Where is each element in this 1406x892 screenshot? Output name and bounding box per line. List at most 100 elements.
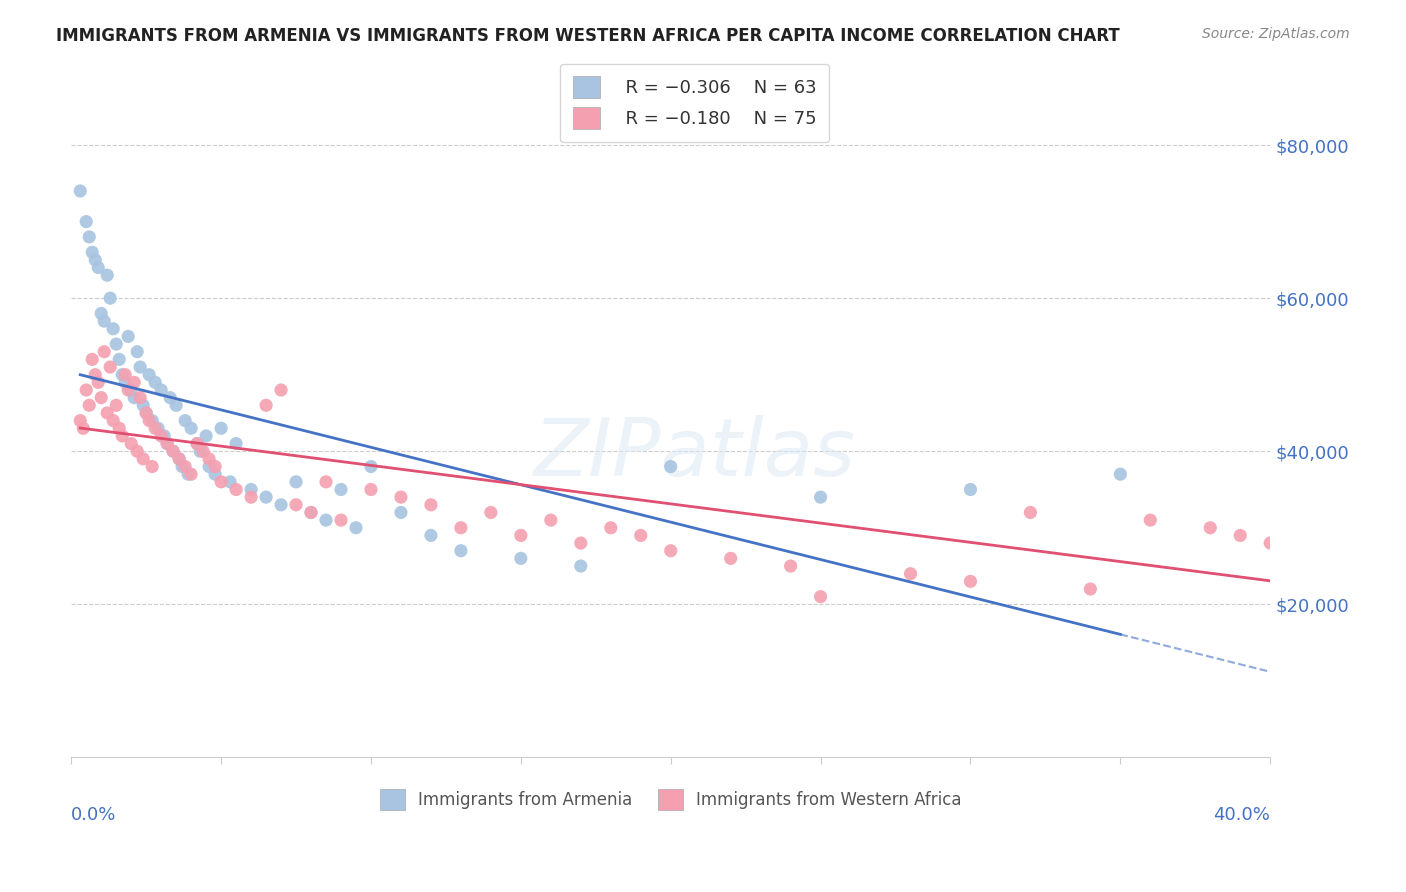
Point	[270, 383, 292, 397]
Point	[209, 475, 232, 489]
Point	[117, 329, 139, 343]
Point	[105, 337, 128, 351]
Point	[174, 414, 197, 428]
Point	[540, 513, 562, 527]
Point	[270, 498, 292, 512]
Point	[103, 414, 125, 428]
Point	[135, 406, 157, 420]
Point	[299, 506, 322, 520]
Text: 0.0%: 0.0%	[72, 805, 117, 823]
Point	[96, 406, 118, 420]
Point	[141, 459, 163, 474]
Point	[315, 475, 337, 489]
Point	[198, 451, 221, 466]
Point	[1289, 543, 1312, 558]
Point	[127, 444, 149, 458]
Point	[167, 451, 190, 466]
Point	[162, 444, 184, 458]
Point	[177, 467, 200, 482]
Point	[959, 483, 981, 497]
Point	[285, 475, 308, 489]
Point	[209, 421, 232, 435]
Point	[360, 483, 382, 497]
Point	[111, 429, 134, 443]
Point	[135, 406, 157, 420]
Point	[77, 230, 100, 244]
Point	[450, 543, 472, 558]
Point	[87, 376, 110, 390]
Point	[98, 359, 121, 374]
Point	[114, 368, 136, 382]
Text: IMMIGRANTS FROM ARMENIA VS IMMIGRANTS FROM WESTERN AFRICA PER CAPITA INCOME CORR: IMMIGRANTS FROM ARMENIA VS IMMIGRANTS FR…	[56, 27, 1121, 45]
Point	[509, 528, 531, 542]
Point	[138, 414, 160, 428]
Point	[1379, 566, 1402, 581]
Point	[204, 459, 226, 474]
Point	[75, 383, 97, 397]
Point	[159, 391, 181, 405]
Point	[129, 391, 152, 405]
Point	[84, 252, 107, 267]
Point	[188, 444, 211, 458]
Point	[167, 451, 190, 466]
Point	[419, 528, 441, 542]
Point	[240, 490, 263, 504]
Point	[82, 352, 104, 367]
Point	[659, 543, 682, 558]
Point	[156, 436, 179, 450]
Point	[315, 513, 337, 527]
Point	[195, 429, 218, 443]
Point	[225, 483, 247, 497]
Text: 40.0%: 40.0%	[1213, 805, 1270, 823]
Point	[779, 559, 801, 574]
Point	[129, 359, 152, 374]
Point	[84, 368, 107, 382]
Point	[146, 421, 169, 435]
Point	[122, 391, 145, 405]
Point	[90, 391, 112, 405]
Point	[174, 459, 197, 474]
Point	[77, 398, 100, 412]
Point	[120, 383, 142, 397]
Point	[150, 429, 173, 443]
Point	[132, 451, 155, 466]
Point	[1229, 528, 1251, 542]
Point	[186, 436, 208, 450]
Point	[1109, 467, 1132, 482]
Point	[225, 436, 247, 450]
Point	[659, 459, 682, 474]
Point	[156, 436, 179, 450]
Point	[1258, 536, 1281, 550]
Point	[959, 574, 981, 589]
Point	[186, 436, 208, 450]
Point	[599, 521, 621, 535]
Point	[509, 551, 531, 566]
Point	[180, 467, 202, 482]
Point	[120, 436, 142, 450]
Point	[117, 383, 139, 397]
Point	[330, 483, 353, 497]
Point	[1319, 551, 1341, 566]
Point	[1080, 582, 1102, 596]
Point	[165, 398, 187, 412]
Point	[299, 506, 322, 520]
Point	[172, 459, 194, 474]
Point	[108, 421, 131, 435]
Point	[240, 483, 263, 497]
Point	[810, 490, 832, 504]
Point	[69, 184, 91, 198]
Point	[254, 398, 277, 412]
Point	[114, 376, 136, 390]
Point	[360, 459, 382, 474]
Point	[72, 421, 94, 435]
Point	[122, 376, 145, 390]
Point	[450, 521, 472, 535]
Point	[1019, 506, 1042, 520]
Point	[344, 521, 367, 535]
Point	[720, 551, 742, 566]
Point	[98, 291, 121, 305]
Point	[479, 506, 502, 520]
Point	[75, 214, 97, 228]
Point	[143, 376, 166, 390]
Point	[93, 344, 115, 359]
